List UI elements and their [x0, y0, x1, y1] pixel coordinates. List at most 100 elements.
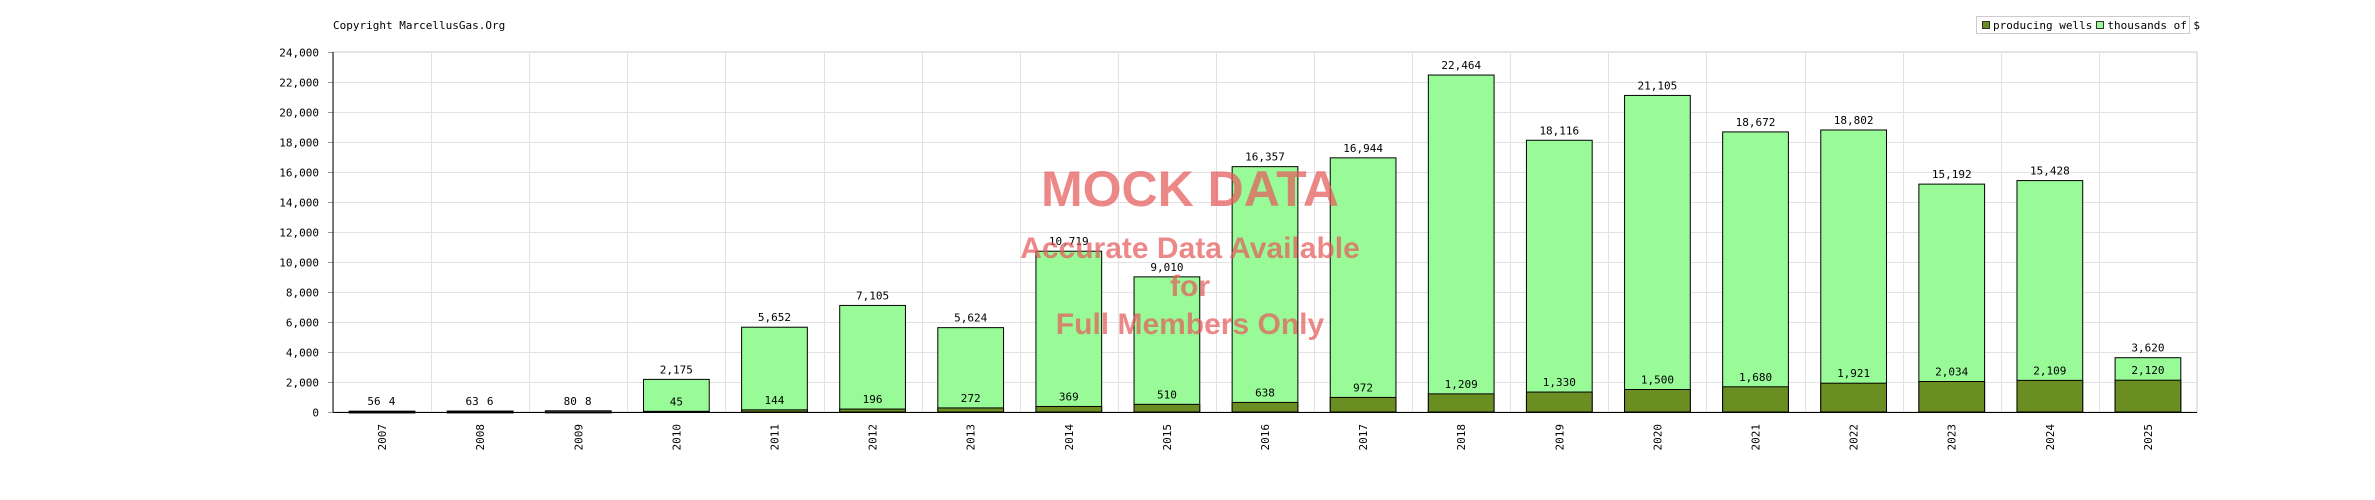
bar-thousands [1820, 129, 1887, 413]
data-label-producing-wells: 1,921 [1837, 367, 1870, 380]
y-tick-label: 24,000 [279, 47, 319, 60]
data-label-thousands: 5,652 [758, 311, 791, 324]
bar-producing-wells [1820, 382, 1887, 413]
bar-thousands [1231, 166, 1299, 413]
bar-thousands [1525, 139, 1593, 413]
chart-legend: producing wells thousands of $ [1976, 16, 2200, 34]
data-label-producing-wells: 2,109 [2033, 364, 2066, 377]
x-tick-label: 2022 [1848, 424, 1861, 451]
legend-swatch-thousands [2096, 21, 2105, 29]
bar-thousands [1427, 74, 1495, 413]
data-label-thousands: 63 [466, 395, 479, 408]
watermark-line-2: for [1170, 270, 1210, 303]
data-label-thousands: 22,464 [1441, 59, 1481, 72]
data-label-producing-wells: 510 [1157, 388, 1177, 401]
watermark-subtitle: Accurate Data Available for Full Members… [1000, 230, 1380, 344]
legend-item-thousands: thousands of $ [2096, 19, 2200, 32]
data-label-producing-wells: 2,120 [2131, 364, 2164, 377]
bar-thousands [1329, 157, 1397, 413]
bar-producing-wells [1035, 405, 1103, 413]
copyright-text: Copyright MarcellusGas.Org [333, 19, 506, 32]
y-tick-label: 4,000 [286, 347, 319, 360]
x-tick-label: 2025 [2142, 424, 2155, 451]
bar-thousands [937, 327, 1005, 413]
bar-producing-wells [1231, 401, 1299, 413]
x-tick-label: 2020 [1651, 424, 1664, 451]
data-label-producing-wells: 1,209 [1445, 378, 1478, 391]
data-label-producing-wells: 1,500 [1641, 374, 1674, 387]
bar-thousands [1722, 131, 1789, 413]
y-tick-label: 0 [312, 407, 319, 420]
y-tick-label: 20,000 [279, 107, 319, 120]
y-tick-label: 10,000 [279, 257, 319, 270]
data-label-producing-wells: 4 [389, 395, 396, 408]
x-tick-label: 2012 [867, 424, 880, 451]
data-label-thousands: 5,624 [954, 312, 987, 325]
data-label-thousands: 18,802 [1834, 114, 1874, 127]
data-label-thousands: 2,175 [660, 363, 693, 376]
data-label-thousands: 10,719 [1049, 235, 1089, 248]
x-tick-label: 2009 [572, 424, 585, 451]
x-tick-label: 2010 [670, 424, 683, 451]
bar-thousands [839, 304, 906, 413]
bar-producing-wells [1133, 403, 1201, 413]
watermark-line-1: Accurate Data Available [1020, 232, 1360, 265]
x-tick-label: 2011 [768, 424, 781, 451]
x-tick-label: 2018 [1455, 424, 1468, 451]
data-label-producing-wells: 972 [1353, 381, 1373, 394]
data-label-producing-wells: 144 [765, 394, 785, 407]
data-label-producing-wells: 45 [670, 395, 683, 408]
data-label-producing-wells: 638 [1255, 386, 1275, 399]
bar-producing-wells [839, 408, 906, 413]
x-tick-label: 2014 [1063, 424, 1076, 451]
data-label-thousands: 18,116 [1539, 124, 1579, 137]
x-tick-label: 2016 [1259, 424, 1272, 451]
data-label-thousands: 21,105 [1638, 79, 1678, 92]
legend-item-producing-wells: producing wells [1982, 19, 2092, 32]
x-tick-label: 2021 [1750, 424, 1763, 451]
data-label-producing-wells: 8 [585, 395, 592, 408]
bar-thousands [1133, 276, 1201, 413]
y-tick-label: 22,000 [279, 77, 319, 90]
y-tick-label: 6,000 [286, 317, 319, 330]
data-label-thousands: 56 [367, 395, 380, 408]
legend-swatch-producing-wells [1982, 21, 1990, 29]
data-label-producing-wells: 196 [863, 393, 883, 406]
y-tick-label: 18,000 [279, 137, 319, 150]
data-label-producing-wells: 2,034 [1935, 365, 1968, 378]
data-label-producing-wells: 1,680 [1739, 371, 1772, 384]
watermark-line-3: Full Members Only [1055, 308, 1325, 341]
data-label-producing-wells: 369 [1059, 390, 1079, 403]
legend-label-thousands: thousands of $ [2107, 18, 2201, 32]
bar-thousands [1918, 183, 1986, 413]
bar-producing-wells [1722, 386, 1789, 413]
x-tick-label: 2023 [1946, 424, 1959, 451]
bar-producing-wells [2016, 379, 2084, 413]
y-tick-label: 2,000 [286, 377, 319, 390]
x-tick-label: 2019 [1553, 424, 1566, 451]
x-tick-label: 2015 [1161, 424, 1174, 451]
y-tick-label: 8,000 [286, 287, 319, 300]
bar-thousands [1035, 250, 1103, 413]
x-tick-label: 2017 [1357, 424, 1370, 451]
bar-producing-wells [1329, 396, 1397, 413]
bar-producing-wells [1525, 391, 1593, 413]
x-tick-label: 2007 [376, 424, 389, 451]
data-label-thousands: 16,357 [1245, 151, 1285, 164]
watermark-title: MOCK DATA [1040, 161, 1340, 217]
data-label-thousands: 15,428 [2030, 165, 2070, 178]
bar-thousands [741, 326, 808, 413]
data-label-producing-wells: 6 [487, 395, 494, 408]
data-label-thousands: 3,620 [2131, 342, 2164, 355]
data-label-thousands: 80 [564, 395, 577, 408]
bar-producing-wells [741, 409, 808, 413]
bar-thousands [2016, 180, 2084, 413]
bar-thousands [643, 378, 710, 413]
data-label-thousands: 18,672 [1736, 116, 1776, 129]
y-tick-label: 14,000 [279, 197, 319, 210]
x-tick-label: 2024 [2044, 424, 2057, 451]
x-tick-label: 2013 [965, 424, 978, 451]
bar-producing-wells [2114, 379, 2182, 413]
legend-label-producing-wells: producing wells [1993, 18, 2093, 32]
